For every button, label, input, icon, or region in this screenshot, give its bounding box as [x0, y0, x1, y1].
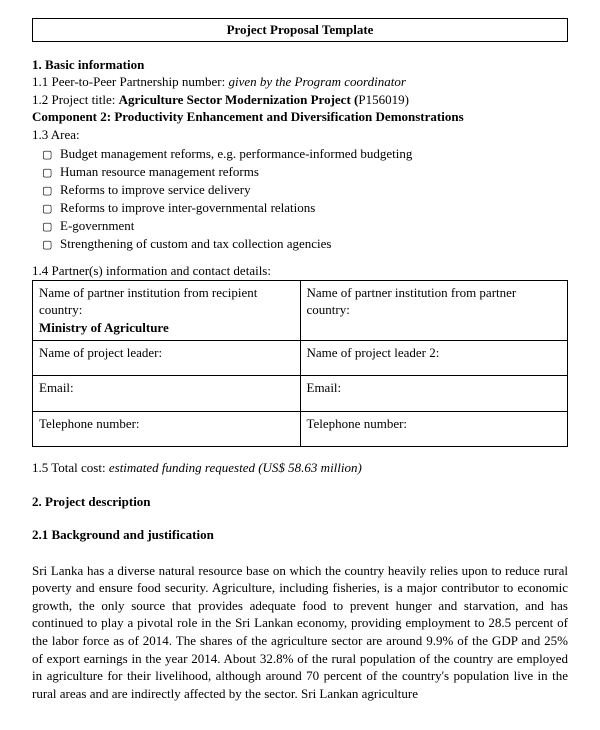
partner-table: Name of partner institution from recipie… [32, 280, 568, 447]
item-1-2-title: Agriculture Sector Modernization Project… [119, 92, 359, 107]
section-2-1-heading: 2.1 Background and justification [32, 526, 568, 544]
item-1-3-label: 1.3 Area: [32, 126, 568, 144]
area-item: Human resource management reforms [60, 163, 568, 181]
area-item: E-government [60, 217, 568, 235]
cell-leader-1: Name of project leader: [33, 340, 301, 376]
ministry-name: Ministry of Agriculture [39, 319, 294, 337]
item-1-1-value: given by the Program coordinator [229, 74, 406, 89]
cell-recipient-institution: Name of partner institution from recipie… [33, 280, 301, 340]
table-row: Name of partner institution from recipie… [33, 280, 568, 340]
area-item: Budget management reforms, e.g. performa… [60, 145, 568, 163]
area-item: Reforms to improve service delivery [60, 181, 568, 199]
item-1-4-label: 1.4 Partner(s) information and contact d… [32, 262, 568, 280]
section-1-heading: 1. Basic information [32, 56, 568, 74]
item-1-5-label: 1.5 Total cost: [32, 460, 109, 475]
component-2-label: Component 2: Productivity Enhancement an… [32, 108, 568, 126]
cell-email-1: Email: [33, 376, 301, 412]
cell-label: Name of partner institution from recipie… [39, 284, 294, 319]
area-item: Reforms to improve inter-governmental re… [60, 199, 568, 217]
area-item: Strengthening of custom and tax collecti… [60, 235, 568, 253]
table-row: Email: Email: [33, 376, 568, 412]
item-1-5-value: estimated funding requested (US$ 58.63 m… [109, 460, 362, 475]
table-row: Telephone number: Telephone number: [33, 411, 568, 447]
item-1-1: 1.1 Peer-to-Peer Partnership number: giv… [32, 73, 568, 91]
item-1-2-label: 1.2 Project title: [32, 92, 119, 107]
cell-phone-2: Telephone number: [300, 411, 568, 447]
background-paragraph: Sri Lanka has a diverse natural resource… [32, 562, 568, 702]
cell-partner-institution: Name of partner institution from partner… [300, 280, 568, 340]
cell-phone-1: Telephone number: [33, 411, 301, 447]
cell-email-2: Email: [300, 376, 568, 412]
item-1-2-code: P156019) [358, 92, 409, 107]
area-checklist: Budget management reforms, e.g. performa… [32, 145, 568, 252]
cell-leader-2: Name of project leader 2: [300, 340, 568, 376]
item-1-1-label: 1.1 Peer-to-Peer Partnership number: [32, 74, 229, 89]
document-title: Project Proposal Template [32, 18, 568, 42]
table-row: Name of project leader: Name of project … [33, 340, 568, 376]
item-1-2: 1.2 Project title: Agriculture Sector Mo… [32, 91, 568, 109]
section-2-heading: 2. Project description [32, 493, 568, 511]
item-1-5: 1.5 Total cost: estimated funding reques… [32, 459, 568, 477]
